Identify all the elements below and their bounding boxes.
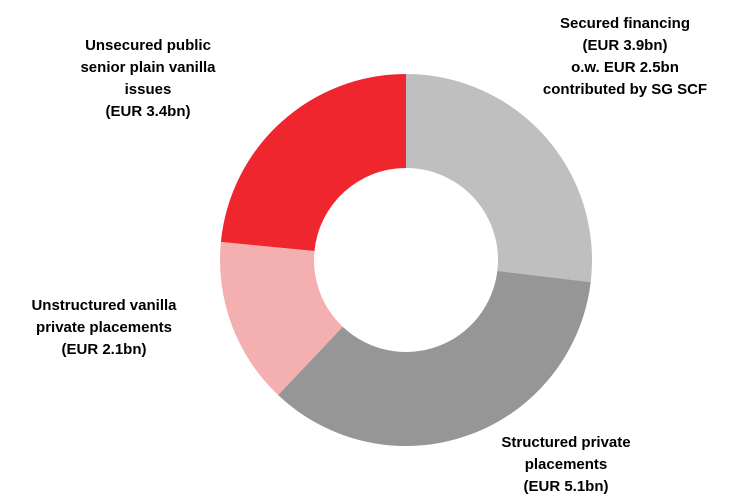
- slice-label: Secured financing (EUR 3.9bn) o.w. EUR 2.5…: [543, 15, 707, 98]
- slice-label-line: Unsecured public: [85, 37, 211, 54]
- chart-labels: Secured financing (EUR 3.9bn) o.w. EUR 2.5…: [31, 15, 707, 495]
- slice-label-line: (EUR 5.1bn): [523, 478, 608, 495]
- slice-label-line: (EUR 3.9bn): [582, 37, 667, 54]
- slice-label-line: contributed by SG SCF: [543, 81, 707, 98]
- slice-label-line: placements: [525, 456, 608, 473]
- donut-slice: [220, 73, 406, 252]
- donut-slice: [220, 241, 343, 396]
- slice-label-line: o.w. EUR 2.5bn: [571, 59, 679, 76]
- chart-slices: [220, 73, 592, 446]
- slice-label: Unstructured vanilla private placements (E…: [31, 297, 177, 358]
- slice-label: Unsecured public senior plain vanilla issu…: [80, 37, 216, 120]
- slice-label: Structured private placements (EUR 5.1bn): [501, 434, 630, 495]
- slice-label-line: Unstructured vanilla: [31, 297, 177, 314]
- slice-label-line: Secured financing: [560, 15, 690, 32]
- donut-slice: [406, 74, 592, 283]
- slice-label-line: private placements: [36, 319, 172, 336]
- slice-label-line: issues: [125, 81, 172, 98]
- donut-slice: [278, 270, 591, 446]
- slice-label-line: Structured private: [501, 434, 630, 451]
- slice-label-line: senior plain vanilla: [80, 59, 216, 76]
- slice-label-line: (EUR 2.1bn): [61, 341, 146, 358]
- slice-label-line: (EUR 3.4bn): [105, 103, 190, 120]
